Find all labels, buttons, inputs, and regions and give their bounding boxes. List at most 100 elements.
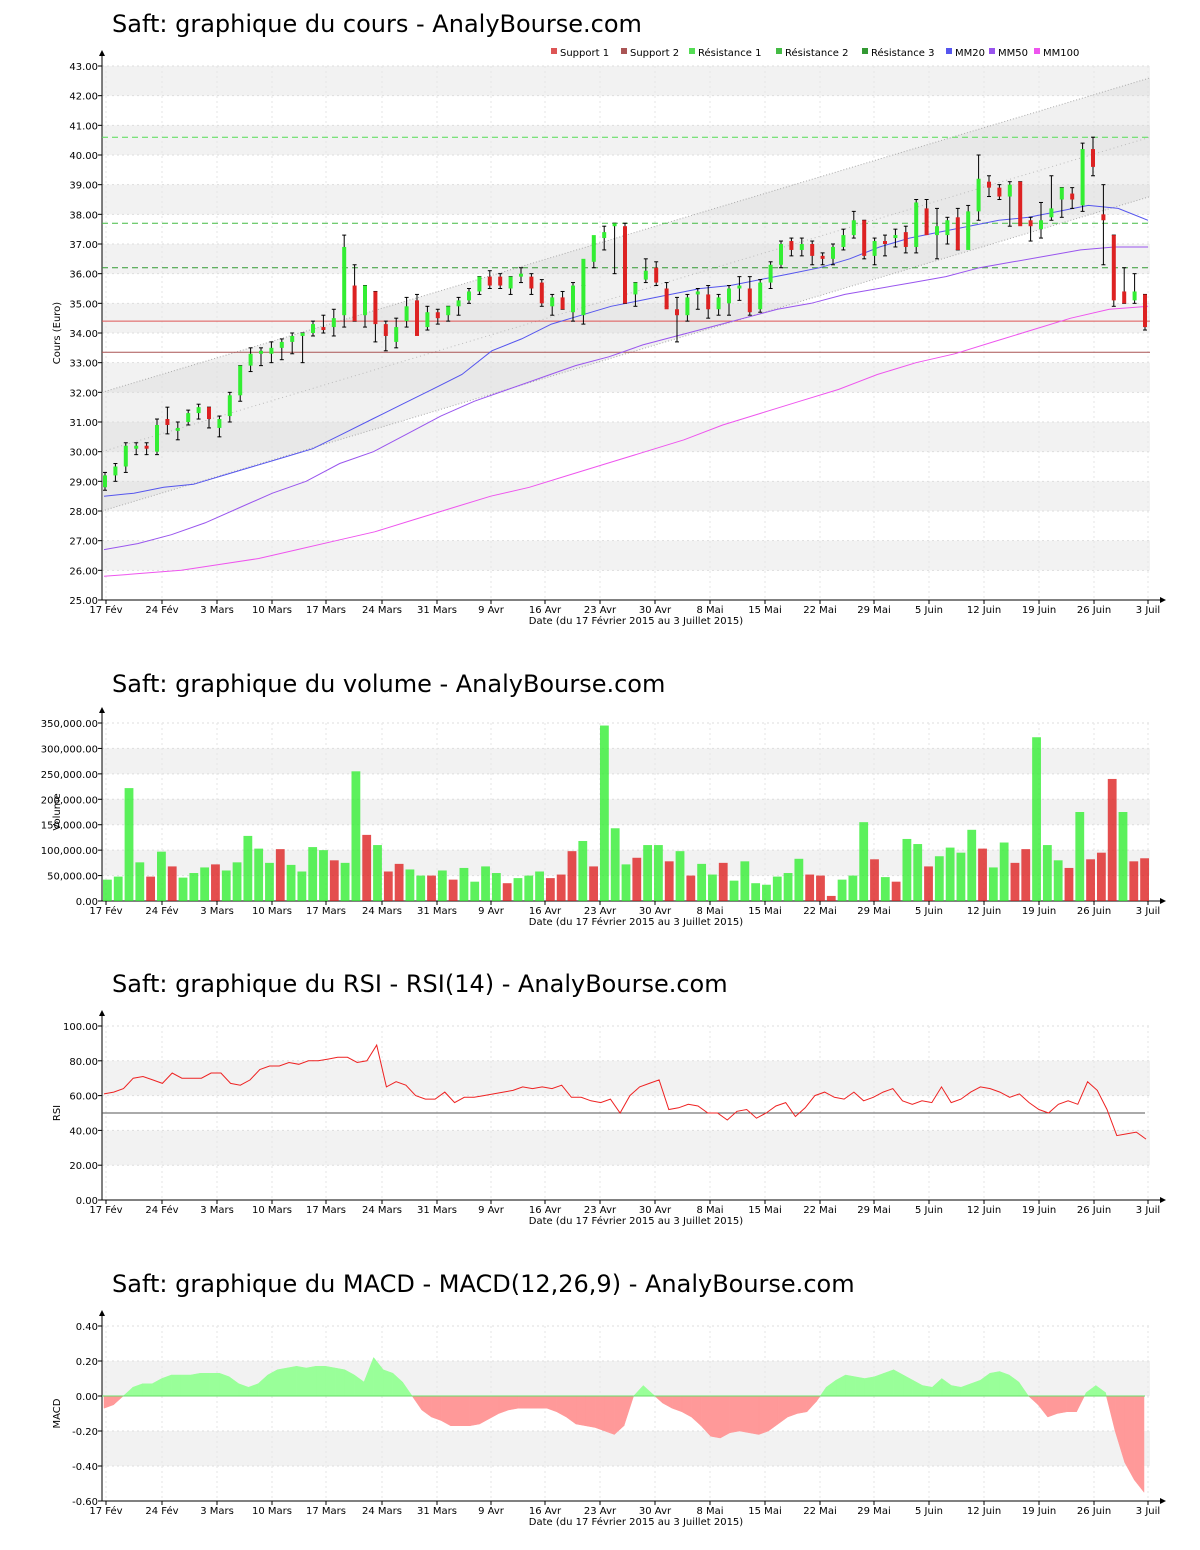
macd-area-segment [1124,1395,1135,1481]
volume-bar [178,877,188,901]
moving-average-mm50 [103,246,1148,551]
legend-label: MM20 [955,48,985,59]
y-tick-label: 50,000.00 [47,872,98,883]
candle-body [799,244,804,250]
candle-body [186,413,191,422]
volume-bar [502,883,512,901]
volume-bar [794,858,804,901]
volume-bar [113,876,123,901]
y-tick-label: -0.40 [72,1462,98,1473]
macd-area-segment [777,1395,788,1425]
candle [893,228,898,248]
candle [1080,142,1085,212]
macd-area-segment [161,1374,172,1397]
candle [373,290,378,343]
candle-body [519,273,523,277]
volume-bar [740,861,750,901]
candle [1070,187,1075,209]
candle [269,341,274,364]
volume-bar [124,788,134,901]
candle-body [633,282,638,295]
candle-body [175,427,180,431]
y-tick-label: 27.00 [69,537,98,548]
candle [352,264,357,322]
candle [363,285,367,328]
candle [134,442,139,456]
macd-area-segment [1037,1395,1048,1418]
volume-bar [470,881,480,901]
candle-body [779,244,783,265]
price-chart-title: Saft: graphique du cours - AnalyBourse.c… [112,10,642,38]
volume-bar [340,862,350,901]
candle [1028,216,1033,242]
legend-item: Résistance 3 [862,47,934,59]
candle-body [1007,184,1012,197]
macd-area-segment [219,1372,230,1397]
candle-body [872,241,877,256]
candle [259,347,263,367]
volume-bar [686,875,696,901]
volume-bar [1140,858,1149,901]
candle-body [695,291,700,295]
candle [716,293,721,316]
macd-area-segment [1076,1395,1085,1412]
x-axis-label: Date (du 17 Février 2015 au 3 Juillet 20… [529,916,743,928]
x-tick-label: 12 Juin [967,906,1001,917]
candle-body [591,235,596,262]
y-tick-label: -0.60 [72,1497,98,1508]
volume-bar [394,863,404,901]
volume-bar [654,845,663,901]
volume-bar [816,875,825,901]
candle-body [768,264,773,283]
candle [831,243,835,266]
volume-bar [567,851,577,901]
legend-swatch [551,48,557,54]
macd-area-segment [334,1367,345,1397]
candle [841,228,846,251]
candle [737,276,742,301]
candle-body [217,419,222,428]
candle-body [539,282,544,304]
x-tick-label: 17 Fév [89,604,122,616]
x-tick-label: 5 Juin [915,906,943,917]
volume-bar [545,878,555,901]
macd-area-segment [325,1365,336,1397]
volume-bar [524,875,534,901]
x-tick-label: 31 Mars [417,1205,457,1216]
x-tick-label: 10 Mars [252,1205,292,1216]
candle-body [831,246,835,259]
candle [914,199,919,254]
candle-body [643,270,648,280]
legend-item: Résistance 2 [776,47,848,59]
candle-body [862,220,867,256]
y-tick-label: 35.00 [69,299,98,310]
macd-area-segment [710,1395,721,1439]
volume-bar [362,834,372,901]
candle [487,270,492,289]
candle [217,415,222,438]
y-tick-label: 42.00 [69,92,98,103]
candle-body [737,285,742,289]
y-tick-label: 300,000.00 [41,744,98,755]
x-tick-label: 8 Mai [696,906,723,917]
candle [529,273,534,295]
macd-area-segment [604,1395,615,1435]
x-tick-label: 24 Mars [362,605,402,616]
candle [560,290,565,310]
x-tick-label: 3 Juil [1136,906,1160,917]
volume-bar [459,867,469,901]
macd-area-segment [1027,1395,1039,1406]
legend-item: Résistance 1 [689,47,761,59]
volume-bar [167,866,177,901]
x-tick-label: 24 Mars [362,1506,402,1517]
x-tick-label: 17 Mars [306,605,346,616]
candle [415,293,419,336]
y-tick-label: 20.00 [69,1161,98,1172]
candle [851,210,856,239]
volume-bar [956,852,966,901]
volume-bar [1129,861,1139,901]
volume-bar [848,875,858,901]
candle-body [196,407,201,414]
x-tick-label: 15 Mai [748,605,781,616]
background-band [102,481,1150,511]
